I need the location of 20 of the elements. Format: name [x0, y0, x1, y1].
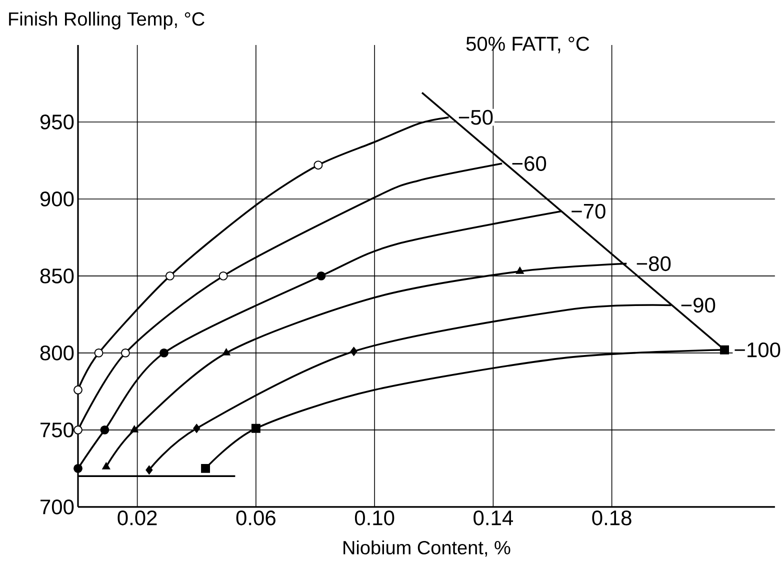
y-tick-label: 700: [40, 500, 74, 514]
series-label: −80: [636, 256, 671, 272]
series-label: −60: [512, 156, 546, 172]
series-label: −50: [458, 110, 493, 125]
series-label: −70: [572, 204, 606, 219]
legend-title: 50% FATT, °C: [466, 36, 590, 54]
y-tick-label: 850: [40, 268, 74, 284]
x-tick-label: 0.10: [354, 510, 394, 526]
y-tick-label: 950: [40, 114, 74, 130]
y-tick-label: 750: [40, 422, 74, 438]
x-axis-title: Niobium Content, %: [344, 540, 510, 557]
y-axis-title: Finish Rolling Temp, °C: [9, 12, 204, 30]
y-tick-label: 900: [40, 192, 74, 206]
series-label: −100: [734, 342, 780, 358]
y-tick-label: 800: [40, 346, 74, 360]
series-label: −90: [681, 298, 716, 313]
x-tick-label: 0.02: [118, 510, 157, 526]
x-tick-label: 0.06: [236, 510, 276, 526]
x-tick-label: 0.14: [474, 510, 513, 526]
x-tick-label: 0.18: [592, 510, 632, 526]
